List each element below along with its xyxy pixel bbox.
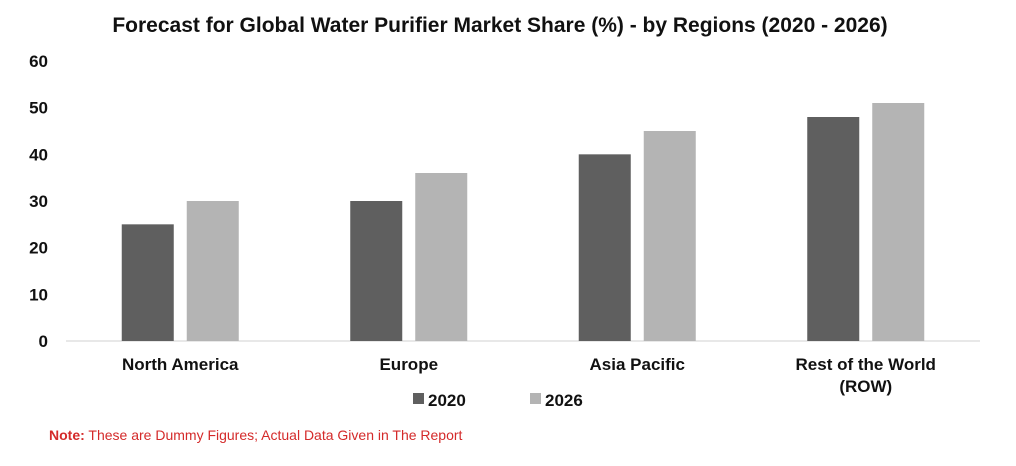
bar-2026 (186, 201, 239, 341)
y-tick-label: 60 (29, 52, 48, 71)
y-tick-label: 50 (29, 99, 48, 118)
note-label: Note: (49, 427, 85, 443)
bar-2020 (121, 224, 174, 341)
chart-title: Forecast for Global Water Purifier Marke… (112, 14, 887, 37)
y-tick-label: 10 (29, 285, 48, 304)
legend-label: 2020 (428, 391, 466, 410)
legend-label: 2026 (545, 391, 583, 410)
y-tick-label: 30 (29, 192, 48, 211)
bars-group (121, 103, 925, 341)
x-tick-label: Rest of the World (796, 355, 936, 374)
note-text: These are Dummy Figures; Actual Data Giv… (84, 427, 463, 443)
x-tick-label: Europe (379, 355, 438, 374)
x-tick-label: Asia Pacific (590, 355, 685, 374)
y-tick-label: 40 (29, 145, 48, 164)
bar-2026 (872, 103, 925, 341)
legend-swatch (530, 393, 541, 404)
bar-2026 (643, 131, 696, 341)
x-tick-label: (ROW) (839, 377, 892, 396)
y-tick-label: 0 (39, 332, 48, 351)
bar-2020 (350, 201, 403, 341)
y-axis-ticks: 0 10 20 30 40 50 60 (29, 52, 48, 351)
bar-2026 (415, 173, 468, 341)
y-tick-label: 20 (29, 239, 48, 258)
legend-swatch (413, 393, 424, 404)
legend: 2020 2026 (413, 391, 583, 410)
note: Note: These are Dummy Figures; Actual Da… (49, 427, 462, 443)
bar-2020 (807, 117, 860, 341)
x-axis-labels: North America Europe Asia Pacific Rest of t… (122, 355, 936, 396)
bar-2020 (578, 154, 631, 341)
x-tick-label: North America (122, 355, 239, 374)
